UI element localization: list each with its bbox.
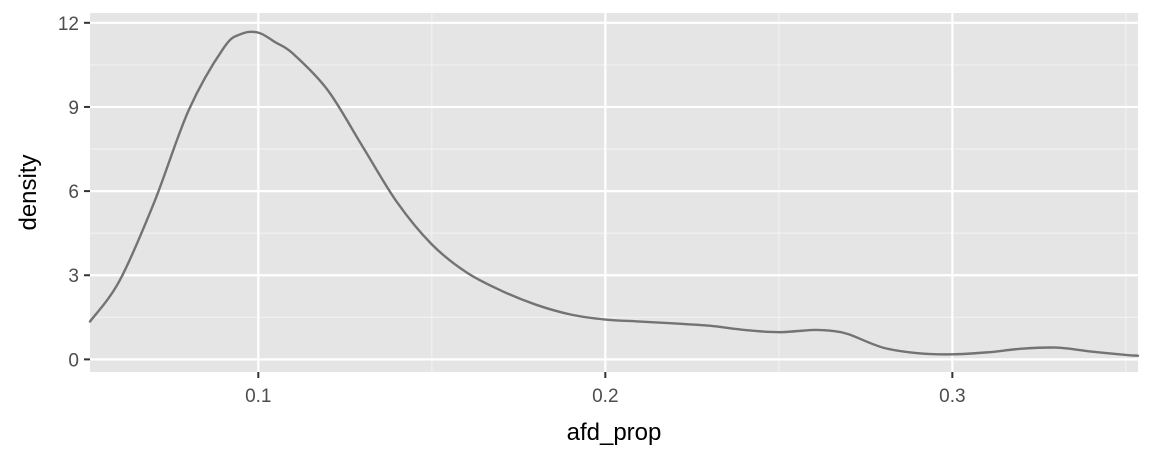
- y-axis-title: density: [15, 154, 42, 230]
- x-tick-label: 0.3: [939, 386, 965, 407]
- y-tick-label: 9: [68, 98, 79, 119]
- y-tick-label: 3: [68, 266, 79, 287]
- x-tick-label: 0.1: [245, 386, 271, 407]
- y-tick-label: 12: [58, 14, 79, 35]
- plot-panel: [90, 13, 1138, 372]
- axes: 0.1 0.2 0.3 0 3 6 9 12: [58, 14, 966, 407]
- y-tick-label: 0: [68, 350, 79, 371]
- series-layer: [88, 30, 1140, 357]
- x-axis-title: afd_prop: [567, 419, 662, 446]
- grid-lines: [90, 13, 1138, 372]
- density-curve: [88, 30, 1140, 357]
- x-tick-label: 0.2: [592, 386, 618, 407]
- y-tick-label: 6: [68, 182, 79, 203]
